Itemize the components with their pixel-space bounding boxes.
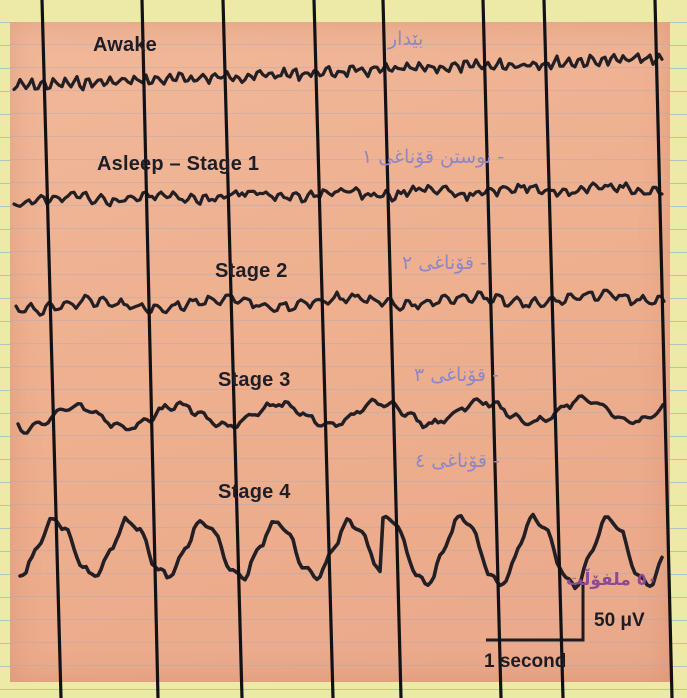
scale-bar bbox=[486, 582, 585, 642]
trace-stage-3 bbox=[16, 394, 665, 435]
amplitude-label: 50 μV bbox=[594, 610, 645, 631]
translation-awake: بێدار bbox=[388, 28, 424, 50]
time-marker-lines bbox=[40, 0, 674, 698]
translation-stage-4: قۆناغی ٤ - bbox=[415, 450, 500, 472]
time-label: 1 second bbox=[484, 651, 567, 672]
trace-stage-1 bbox=[12, 181, 664, 208]
trace-awake bbox=[12, 52, 664, 92]
label-stage-4: Stage 4 bbox=[218, 481, 291, 503]
label-stage-2: Stage 2 bbox=[215, 260, 288, 282]
amplitude-translation: ٥٠ ملفۆڵت bbox=[566, 570, 658, 590]
trace-stage-2 bbox=[14, 288, 666, 317]
translation-stage-2: قۆناغی ۲ - bbox=[402, 252, 487, 274]
trace-stage-4 bbox=[18, 512, 664, 591]
translation-stage-1: نوستن قۆناغی ۱ - bbox=[362, 146, 505, 168]
translation-stage-3: قۆناغی ۳ - bbox=[414, 364, 499, 386]
label-stage-1: Asleep – Stage 1 bbox=[97, 153, 260, 175]
recording-sheet bbox=[10, 22, 670, 682]
label-awake: Awake bbox=[93, 34, 158, 56]
label-stage-3: Stage 3 bbox=[218, 369, 291, 391]
